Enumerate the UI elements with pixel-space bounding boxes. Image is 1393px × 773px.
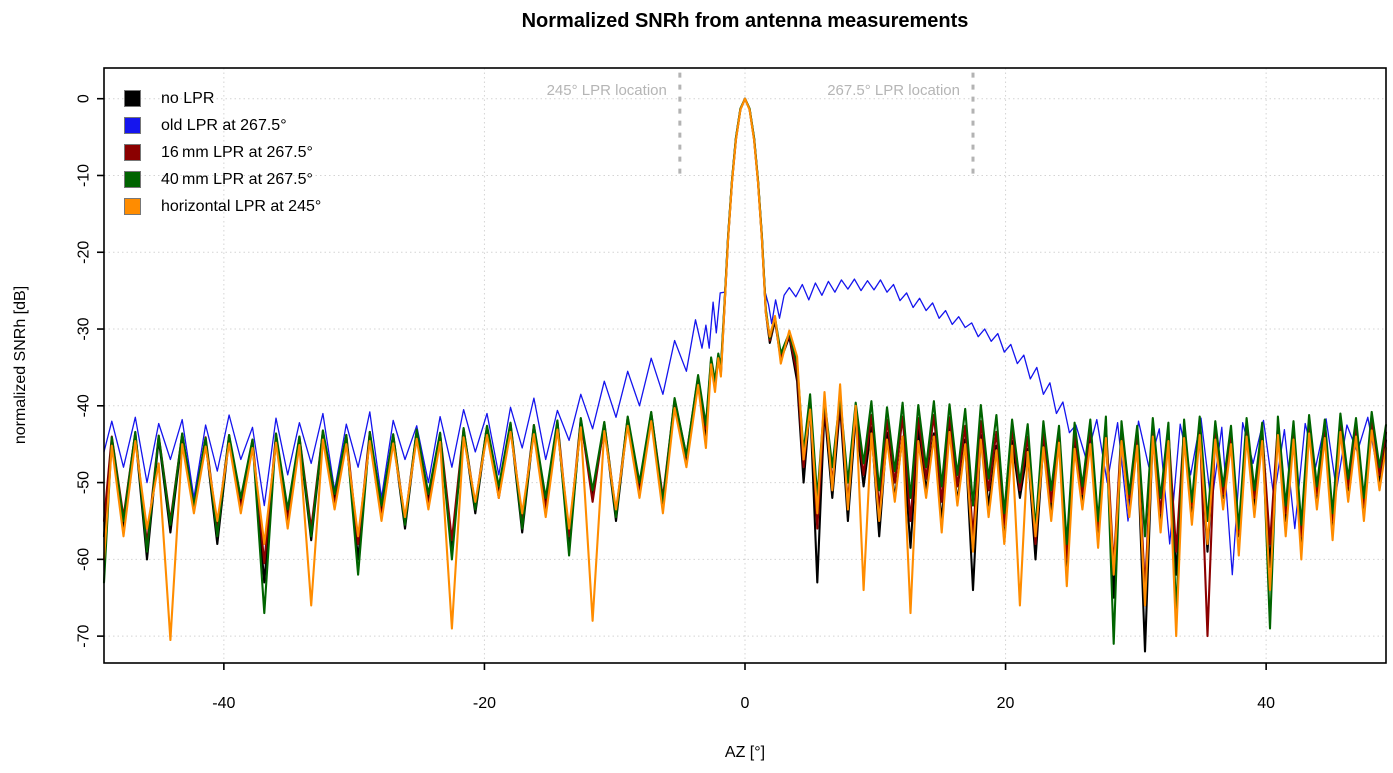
legend-label: old LPR at 267.5°: [161, 116, 287, 134]
y-tick-label: 0: [76, 94, 93, 103]
chart-title: Normalized SNRh from antenna measurement…: [522, 10, 969, 32]
x-tick-label: 20: [997, 695, 1015, 712]
legend: no LPR old LPR at 267.5° 16 mm LPR at 267.…: [124, 85, 321, 220]
gridlines: [104, 68, 1386, 663]
legend-swatch: [124, 198, 141, 215]
legend-label: 40 mm LPR at 267.5°: [161, 170, 313, 188]
y-tick-label: -70: [76, 624, 93, 647]
y-tick-label: -30: [76, 317, 93, 340]
legend-item: horizontal LPR at 245°: [124, 193, 321, 220]
legend-swatch: [124, 117, 141, 134]
y-tick-label: -60: [76, 548, 93, 571]
lpr-245-label: 245° LPR location: [547, 82, 667, 99]
x-tick-label: 0: [741, 695, 750, 712]
lpr-location-annotations: 245° LPR location 267.5° LPR location: [547, 72, 975, 176]
legend-item: 16 mm LPR at 267.5°: [124, 139, 321, 166]
y-tick-label: -40: [76, 394, 93, 417]
x-tick-label: -20: [473, 695, 496, 712]
lpr-267-label: 267.5° LPR location: [827, 82, 960, 99]
legend-item: old LPR at 267.5°: [124, 112, 321, 139]
series-lines: [102, 97, 1388, 653]
legend-item: no LPR: [124, 85, 321, 112]
y-tick-label: -10: [76, 164, 93, 187]
legend-label: 16 mm LPR at 267.5°: [161, 143, 313, 161]
legend-swatch: [124, 171, 141, 188]
legend-swatch: [124, 90, 141, 107]
x-tick-label: 40: [1257, 695, 1275, 712]
series-line-horizontal-lpr: [102, 97, 1388, 642]
legend-swatch: [124, 144, 141, 161]
legend-label: horizontal LPR at 245°: [161, 197, 322, 215]
x-axis: -40 -20 0 20 40: [212, 663, 1275, 712]
legend-item: 40 mm LPR at 267.5°: [124, 166, 321, 193]
y-axis: 0 -10 -20 -30 -40 -50 -60 -70: [76, 94, 104, 648]
series-line-40mm-lpr: [102, 97, 1388, 645]
y-tick-label: -50: [76, 471, 93, 494]
y-axis-label: normalized SNRh [dB]: [12, 286, 29, 444]
x-axis-label: AZ [°]: [725, 744, 765, 761]
legend-label: no LPR: [161, 89, 215, 107]
x-tick-label: -40: [212, 695, 235, 712]
y-tick-label: -20: [76, 241, 93, 264]
